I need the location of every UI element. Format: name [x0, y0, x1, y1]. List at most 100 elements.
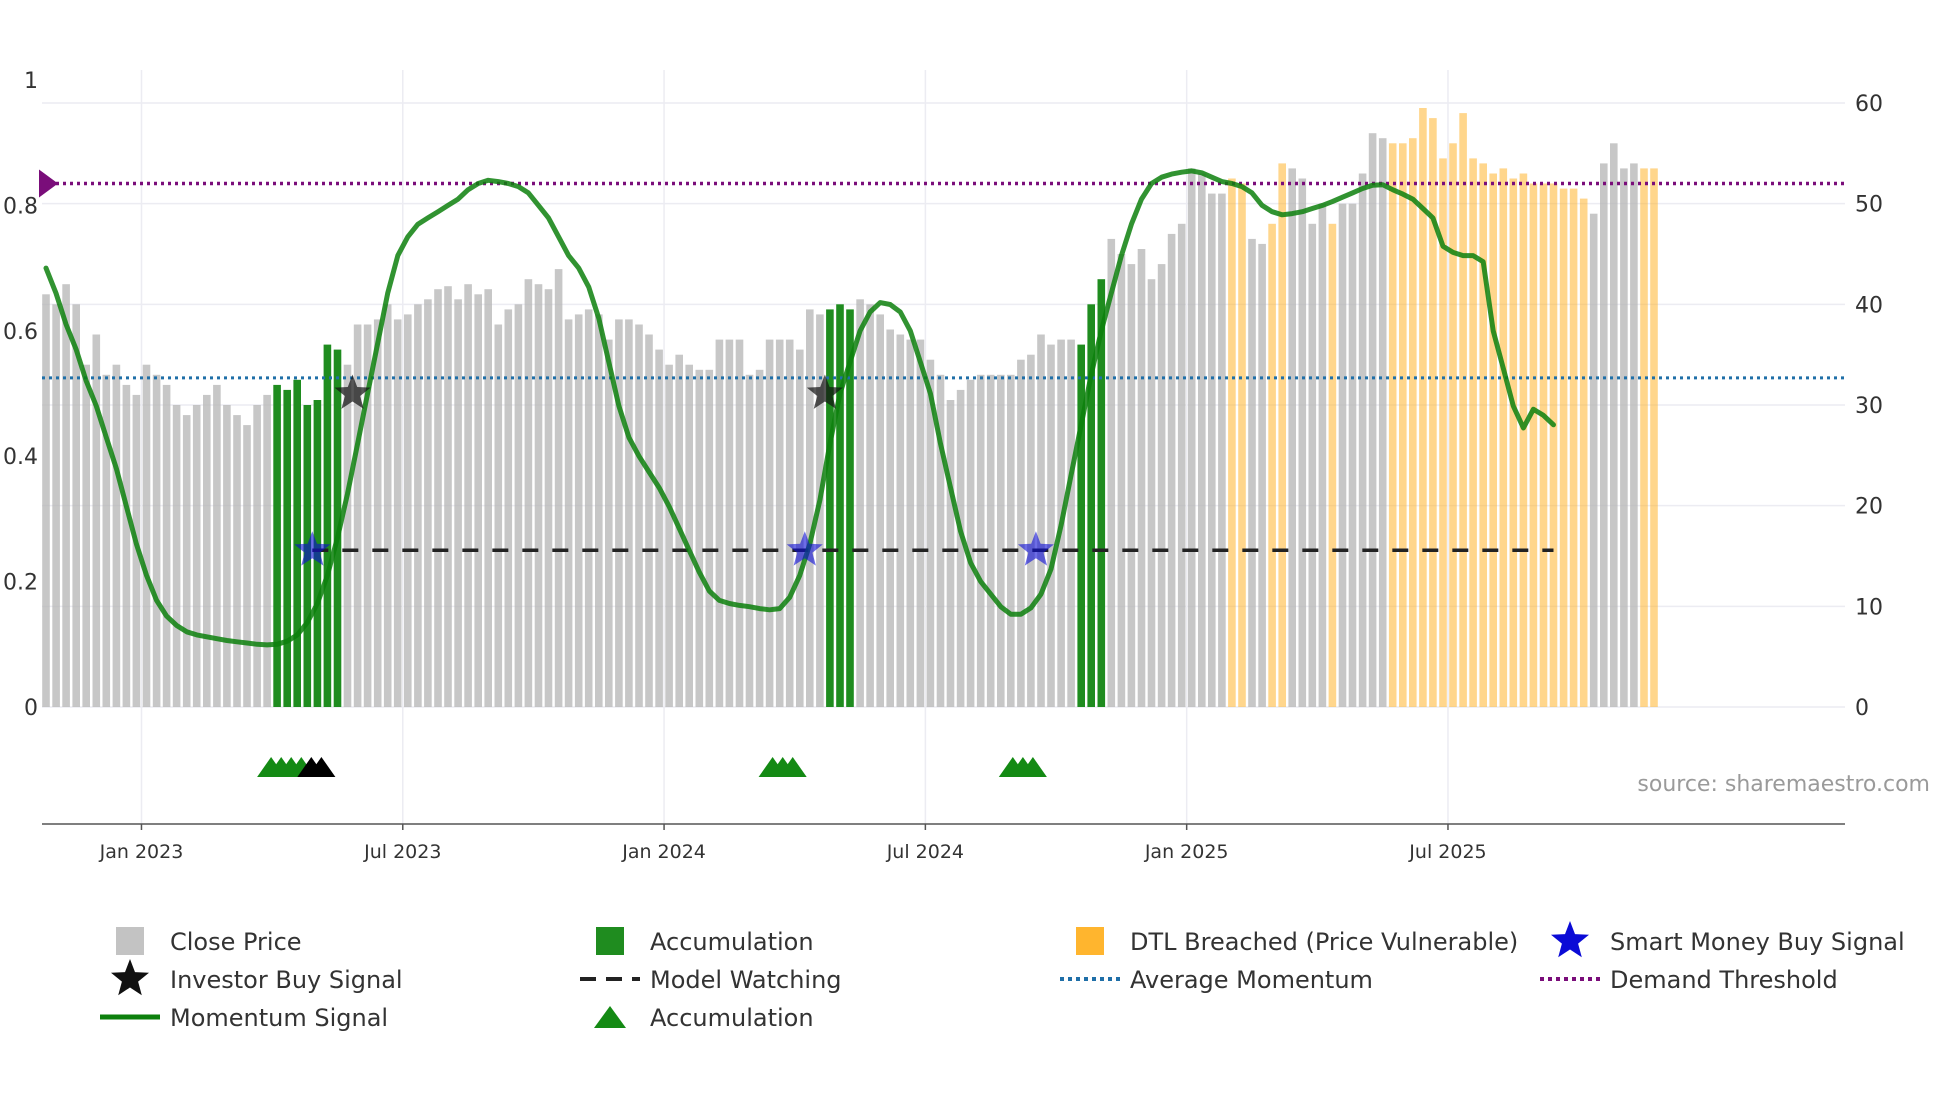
legend-item: Accumulation [596, 927, 814, 956]
x-axis-tick-label: Jul 2025 [1408, 841, 1486, 863]
legend-item: Investor Buy Signal [111, 959, 403, 996]
close-price-bar [876, 314, 884, 707]
close-price-bar [1318, 203, 1327, 707]
close-price-bar [1107, 238, 1116, 707]
smart-money-buy-signal-star [294, 531, 331, 566]
close-price-bar [1630, 163, 1638, 707]
close-price-bar [494, 324, 503, 707]
close-price-bar [383, 304, 392, 707]
dtl-breached-bar [1328, 223, 1337, 708]
close-price-bar [474, 294, 482, 707]
legend-label: DTL Breached (Price Vulnerable) [1130, 928, 1518, 956]
legend-symbol-blue-star [1551, 921, 1589, 958]
accumulation-bar [836, 304, 844, 707]
dtl-breached-bar [1399, 143, 1407, 708]
close-price-bar [735, 339, 744, 707]
left-axis-tick-label: 0 [24, 696, 38, 721]
right-axis-tick-label: 40 [1855, 293, 1883, 318]
close-price-bar [363, 324, 372, 707]
close-price-bar [605, 339, 613, 707]
close-price-bar [444, 286, 452, 707]
investor-buy-signal-star [806, 374, 843, 409]
close-price-bar [534, 284, 543, 707]
legend-item: Accumulation [594, 1004, 814, 1032]
accumulation-marker [1018, 757, 1047, 777]
close-price-bar [213, 384, 221, 707]
close-price-bar [806, 309, 814, 707]
close-price-bar [172, 405, 181, 707]
dtl-breached-bar [1519, 173, 1528, 707]
right-axis-tick-label: 20 [1855, 495, 1883, 520]
close-price-bar [1378, 138, 1387, 707]
close-price-bar [373, 319, 382, 707]
close-price-bar [454, 299, 462, 707]
momentum-signal-line [43, 168, 1556, 648]
close-price-bar [1127, 264, 1136, 707]
close-price-bar [916, 339, 925, 707]
close-price-bar [52, 304, 60, 707]
legend-item: Average Momentum [1060, 966, 1373, 994]
reference-lines [39, 169, 1845, 552]
close-price-bar [263, 394, 271, 707]
accumulation-bar [283, 389, 291, 707]
close-price-bar [203, 394, 211, 707]
close-price-bar [112, 364, 121, 707]
dtl-breached-bar [1650, 168, 1658, 707]
accumulation-marker [778, 757, 807, 777]
legend-item: Demand Threshold [1540, 966, 1838, 994]
dtl-breached-bar [1529, 183, 1538, 707]
close-price-bar [152, 374, 161, 707]
close-price-bar [765, 339, 774, 707]
close-price-bar [464, 284, 472, 707]
dtl-breached-bar [1509, 178, 1518, 707]
close-price-bar [1308, 223, 1317, 708]
dtl-breached-bar [1228, 178, 1236, 707]
close-price-bar [936, 374, 945, 707]
accumulation-bar [1097, 279, 1106, 707]
close-price-bar [182, 415, 191, 707]
close-price-bar [1037, 334, 1045, 707]
close-price-bar [404, 314, 412, 707]
legend-label: Momentum Signal [170, 1004, 388, 1032]
close-price-bar [1288, 168, 1296, 707]
close-price-bar [725, 339, 734, 707]
close-price-bar [625, 319, 633, 707]
close-price-bar [1017, 359, 1025, 707]
close-price-bar [92, 334, 101, 707]
dtl-breached-bar [1419, 108, 1427, 707]
close-price-bar [715, 339, 724, 707]
right-axis-tick-label: 0 [1855, 696, 1869, 721]
close-price-bar [1177, 223, 1186, 708]
close-price-bar [896, 334, 905, 707]
close-price-bar [1047, 344, 1055, 707]
dtl-breached-bar [1539, 183, 1548, 707]
close-price-bar [665, 364, 673, 707]
legend: Close Price Accumulation DTL Breached (Pri… [100, 921, 1905, 1032]
left-axis-tick-label: 0.6 [3, 320, 38, 345]
close-price-bar [353, 324, 362, 707]
close-price-bar [645, 334, 653, 707]
close-price-bar [1067, 339, 1075, 707]
legend-item: Close Price [116, 927, 302, 956]
close-price-bar [62, 284, 70, 707]
dtl-breached-bar [1549, 183, 1558, 707]
close-price-bar [162, 384, 171, 707]
close-price-bar [956, 389, 965, 707]
dtl-breached-bar [1439, 158, 1447, 707]
left-axis-tick-label: 0.2 [3, 571, 38, 596]
price-bars [42, 108, 1658, 708]
legend-item: DTL Breached (Price Vulnerable) [1076, 927, 1518, 956]
close-price-bar [785, 339, 794, 707]
close-price-bar [705, 369, 714, 707]
source-label: source: sharemaestro.com [1637, 772, 1930, 797]
dtl-breached-bar [1499, 168, 1508, 707]
left-axis-tick-label: 1 [24, 69, 38, 94]
legend-symbol-green-square [596, 927, 624, 955]
close-price-bar [745, 374, 754, 707]
x-axis-tick-label: Jan 2023 [99, 841, 184, 863]
close-price-bar [1137, 249, 1146, 707]
close-price-bar [1610, 143, 1618, 708]
dtl-breached-bar [1640, 168, 1648, 707]
dtl-breached-bar [1449, 143, 1457, 708]
